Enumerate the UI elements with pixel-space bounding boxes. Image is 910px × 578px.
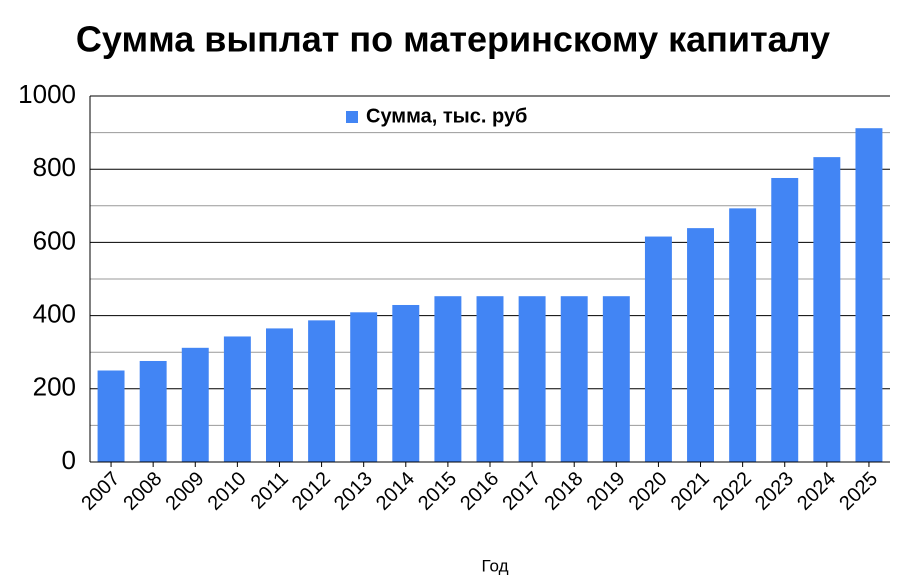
x-tick-label: 2025 — [835, 468, 882, 515]
bar — [308, 320, 336, 462]
x-tick-label: 2019 — [583, 468, 630, 515]
bar — [476, 296, 504, 462]
x-tick-label: 2007 — [77, 468, 124, 515]
bar — [644, 236, 672, 462]
bar — [771, 177, 799, 462]
bar — [602, 296, 630, 462]
x-tick-label: 2016 — [456, 468, 503, 515]
x-tick-label: 2009 — [162, 468, 209, 515]
y-tick-label: 400 — [33, 298, 76, 328]
x-tick-label: 2023 — [751, 468, 798, 515]
y-tick-label: 1000 — [18, 79, 76, 109]
bar — [434, 296, 462, 462]
bar — [687, 228, 714, 462]
bar — [97, 370, 125, 462]
x-tick-label: 2008 — [119, 468, 166, 515]
x-tick-label: 2022 — [709, 468, 756, 515]
x-tick-label: 2024 — [793, 468, 840, 515]
legend-swatch — [346, 111, 358, 123]
x-tick-label: 2011 — [247, 468, 293, 514]
bar — [729, 208, 757, 462]
x-tick-label: 2015 — [414, 468, 461, 515]
bar — [855, 128, 883, 462]
y-tick-label: 600 — [33, 225, 76, 255]
bar — [139, 360, 167, 462]
x-tick-label: 2010 — [204, 468, 251, 515]
bar — [518, 296, 546, 462]
bar — [813, 157, 841, 462]
x-tick-label: 2012 — [288, 468, 335, 515]
y-tick-label: 0 — [62, 445, 76, 475]
x-tick-label: 2013 — [330, 468, 377, 515]
bar — [181, 347, 209, 462]
x-tick-label: 2021 — [667, 468, 714, 515]
bar — [560, 296, 588, 462]
x-tick-label: 2017 — [498, 468, 545, 515]
bar — [392, 304, 420, 462]
x-tick-label: 2018 — [540, 468, 587, 515]
bar — [266, 328, 293, 462]
x-tick-label: 2020 — [625, 468, 672, 515]
x-tick-label: 2014 — [372, 468, 419, 515]
legend-label: Сумма, тыс. руб — [366, 105, 527, 127]
chart-title: Сумма выплат по материнскому капиталу — [76, 19, 830, 60]
bar — [223, 336, 251, 462]
x-axis-label: Год — [481, 556, 508, 575]
bar — [350, 312, 378, 462]
y-tick-label: 800 — [33, 152, 76, 182]
y-tick-label: 200 — [33, 372, 76, 402]
